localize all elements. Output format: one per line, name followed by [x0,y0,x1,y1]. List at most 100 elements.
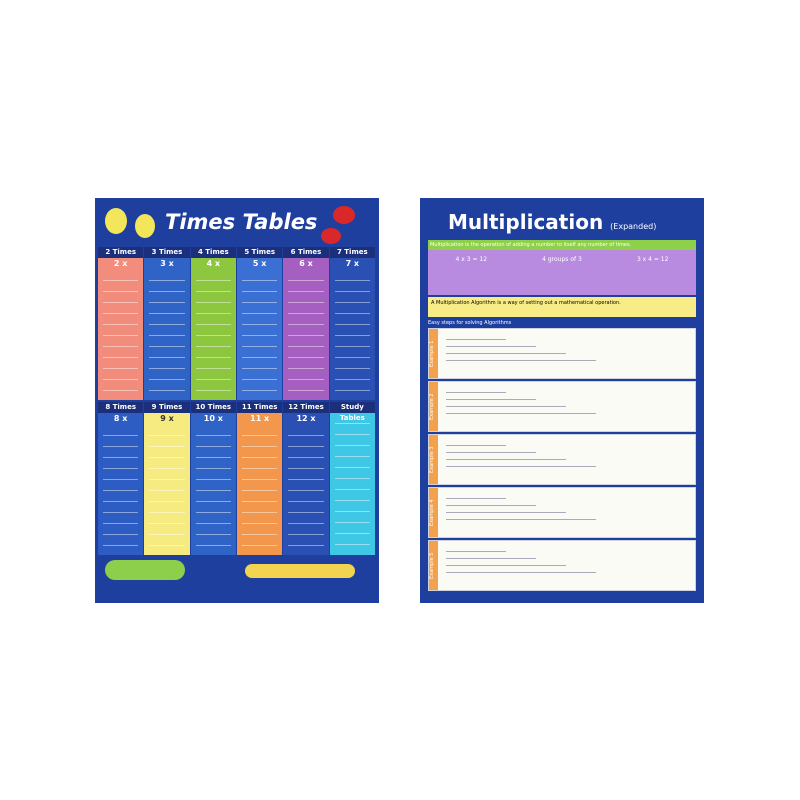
table-column: 5 Times 5 x [237,247,283,400]
example-line [446,413,596,414]
table-row [195,501,231,502]
table-row [334,511,370,512]
table-row [149,357,185,358]
table-row [288,446,324,447]
table-row [149,468,185,469]
examples: Example 1 Example 2 Example 3 Example 4 Exam… [428,328,696,593]
column-sub: 12 x [296,414,316,423]
table-row [288,435,324,436]
chick-icon [105,208,127,234]
table-row [334,500,370,501]
table-row [149,435,185,436]
column-sub: 9 x [160,414,174,423]
table-row [149,280,185,281]
table-row [103,313,139,314]
table-row [103,479,139,480]
table-row [103,457,139,458]
table-row [288,357,324,358]
table-row [288,523,324,524]
table-row [195,446,231,447]
table-row [103,335,139,336]
table-row [195,490,231,491]
column-header: 8 Times [98,402,144,413]
table-row [195,280,231,281]
example-line [446,558,536,559]
table-row [288,335,324,336]
table-row [242,390,278,391]
table-row [195,545,231,546]
table-column: 10 Times 10 x [190,402,236,555]
table-row [334,522,370,523]
column-header: 4 Times [190,247,236,258]
table-row [334,445,370,446]
example-tab: Example 2 [429,382,438,431]
table-row [149,324,185,325]
table-row [195,523,231,524]
table-row [242,335,278,336]
example-panel: Example 3 [428,434,696,485]
table-row [149,457,185,458]
definition: Multiplication is the operation of addin… [428,240,696,250]
table-row [103,324,139,325]
table-row [288,534,324,535]
example-line [446,572,596,573]
table-row [288,512,324,513]
chick-icon [135,214,155,238]
table-row [288,379,324,380]
column-sub: 7 x [345,259,360,268]
table-row [242,368,278,369]
table-row [103,346,139,347]
table-row [242,346,278,347]
table-row [195,324,231,325]
table-row [334,346,370,347]
table-column: 12 Times 12 x [283,402,329,555]
table-row [334,379,370,380]
table-row [103,534,139,535]
example-line [446,392,506,393]
table-row [242,490,278,491]
example-line [446,452,536,453]
table-row [149,534,185,535]
table-row [242,435,278,436]
table-row [288,545,324,546]
steps-heading: Easy steps for solving Algorithms [428,320,512,326]
table-row [195,468,231,469]
table-row [242,446,278,447]
example-body [438,435,695,484]
table-row [195,302,231,303]
example-line [446,505,536,506]
table-row [242,313,278,314]
table-row [242,468,278,469]
example-line [446,459,566,460]
table-row [103,446,139,447]
column-header: 2 Times [98,247,144,258]
table-column: 6 Times 6 x [283,247,329,400]
table-row [288,313,324,314]
multiplication-poster: Multiplication (Expanded) Multiplication… [420,198,704,603]
table-row [334,533,370,534]
table-row [149,446,185,447]
table-row [334,434,370,435]
column-header: 10 Times [190,402,236,413]
table-row [149,479,185,480]
title-text: Multiplication [448,210,604,234]
column-sub: 8 x [113,414,128,423]
column-header: 11 Times [237,402,283,413]
table-row [195,435,231,436]
table-row [149,368,185,369]
table-row [149,302,185,303]
table-row [195,479,231,480]
example-tab: Example 1 [429,329,438,378]
table-row [103,368,139,369]
table-row [103,280,139,281]
table-row [334,467,370,468]
table-row [288,479,324,480]
table-column: 7 Times 7 x [329,247,375,400]
table-row [242,302,278,303]
table-row [149,313,185,314]
table-row [195,368,231,369]
table-row [334,544,370,545]
poster-title: Multiplication (Expanded) [448,210,656,234]
table-row [288,390,324,391]
